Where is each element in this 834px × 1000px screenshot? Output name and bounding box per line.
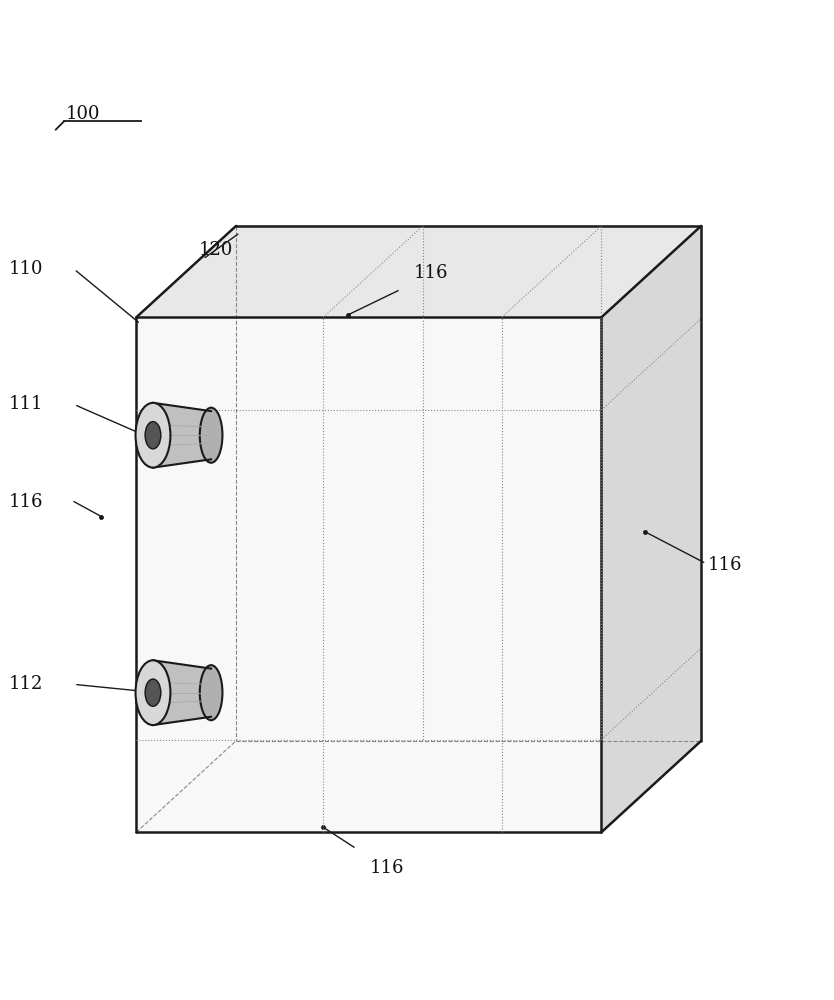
Text: 116: 116 — [9, 493, 43, 511]
Polygon shape — [137, 317, 601, 832]
Text: 116: 116 — [708, 556, 742, 574]
Ellipse shape — [200, 665, 223, 720]
Polygon shape — [153, 660, 211, 725]
Text: 112: 112 — [9, 675, 43, 693]
Text: 111: 111 — [9, 395, 43, 413]
Text: 116: 116 — [414, 264, 449, 282]
Text: 100: 100 — [66, 105, 100, 123]
Polygon shape — [601, 226, 701, 832]
Polygon shape — [153, 403, 211, 468]
Text: 116: 116 — [370, 859, 404, 877]
Polygon shape — [137, 226, 701, 317]
Text: 110: 110 — [9, 260, 43, 278]
Ellipse shape — [145, 422, 161, 449]
Text: 120: 120 — [198, 241, 233, 259]
Ellipse shape — [145, 679, 161, 706]
Ellipse shape — [136, 660, 170, 725]
Ellipse shape — [136, 403, 170, 468]
Ellipse shape — [200, 408, 223, 463]
